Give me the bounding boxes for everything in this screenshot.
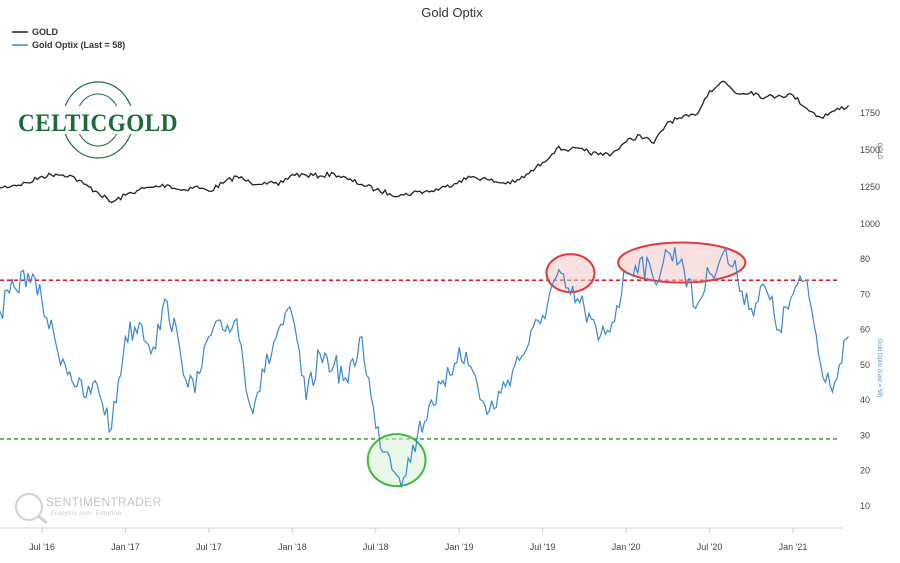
annotation-ellipse-2 [617, 241, 747, 284]
x-tick-label: Jul '16 [29, 542, 55, 552]
optix-tick-label: 20 [860, 466, 870, 476]
optix-tick-label: 10 [860, 501, 870, 511]
sentimentrader-watermark: SENTIMENTRADER Analysis over Emotion [15, 493, 162, 525]
x-tick-label: Jan '18 [278, 542, 307, 552]
x-tick-label: Jul '17 [196, 542, 222, 552]
logo-text: CELTICGOLD [18, 110, 178, 137]
annotation-ellipse-1 [545, 253, 596, 294]
x-axis: Jul '16 Jan '17 Jul '17 Jan '18 Jul '18 Jan '… [29, 528, 807, 552]
optix-tick-label: 40 [860, 395, 870, 405]
optix-tick-label: 80 [860, 254, 870, 264]
x-tick-label: Jan '19 [445, 542, 474, 552]
gold-axis: GOLD 1000 1250 1500 1750 [860, 108, 882, 229]
gold-series-line [0, 80, 850, 204]
x-tick-label: Jan '20 [612, 542, 641, 552]
x-tick-label: Jul '20 [697, 542, 723, 552]
legend-label-optix[interactable]: Gold Optix (Last = 58) [32, 40, 125, 50]
optix-tick-label: 60 [860, 325, 870, 335]
gold-tick-label: 1250 [860, 182, 880, 192]
legend[interactable]: GOLD Gold Optix (Last = 58) [12, 27, 125, 50]
x-tick-label: Jul '19 [530, 542, 556, 552]
watermark-lens-icon [15, 493, 43, 521]
optix-tick-label: 50 [860, 360, 870, 370]
gold-tick-label: 1750 [860, 108, 880, 118]
optix-tick-label: 30 [860, 430, 870, 440]
celticgold-logo: CELTICGOLD [14, 81, 182, 159]
x-tick-label: Jul '18 [363, 542, 389, 552]
optix-tick-label: 70 [860, 289, 870, 299]
watermark-handle-icon [37, 514, 48, 525]
threshold-lines [0, 279, 840, 440]
x-tick-label: Jan '17 [111, 542, 140, 552]
gold-axis-title: GOLD [876, 142, 882, 160]
chart-title: Gold Optix [421, 5, 483, 20]
legend-label-gold[interactable]: GOLD [32, 27, 58, 37]
x-tick-label: Jan '21 [779, 542, 808, 552]
optix-series-line [0, 247, 850, 489]
logo-backdrop [14, 106, 182, 134]
annotation-ellipses [366, 241, 747, 488]
annotation-ellipse-3 [366, 433, 427, 488]
watermark-title: SENTIMENTRADER [46, 495, 162, 509]
watermark-subtitle: Analysis over Emotion [50, 511, 122, 517]
gold-tick-label: 1500 [860, 145, 880, 155]
optix-axis: Gold Optix (Last = 58) 10 20 30 40 50 60 70 80 [860, 254, 882, 511]
optix-axis-title: Gold Optix (Last = 58) [876, 339, 882, 398]
gold-tick-label: 1000 [860, 219, 880, 229]
